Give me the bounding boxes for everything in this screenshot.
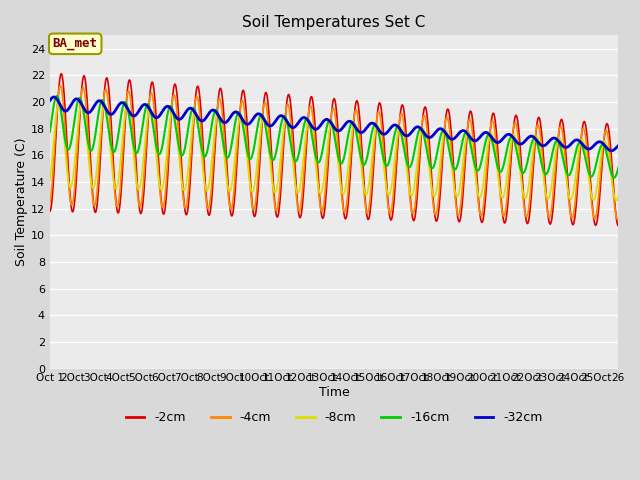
Y-axis label: Soil Temperature (C): Soil Temperature (C)	[15, 138, 28, 266]
X-axis label: Time: Time	[319, 386, 349, 399]
Text: BA_met: BA_met	[52, 37, 98, 50]
Legend: -2cm, -4cm, -8cm, -16cm, -32cm: -2cm, -4cm, -8cm, -16cm, -32cm	[120, 406, 548, 429]
Title: Soil Temperatures Set C: Soil Temperatures Set C	[243, 15, 426, 30]
